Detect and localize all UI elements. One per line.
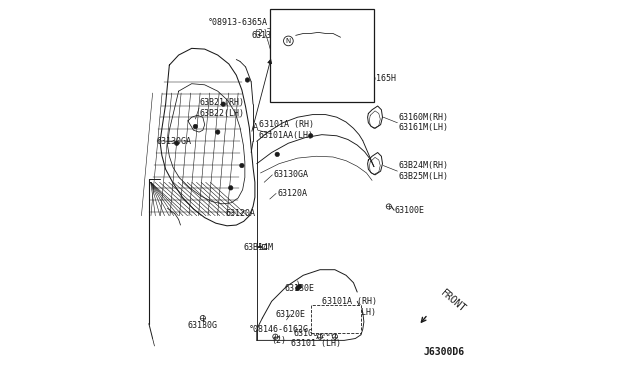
Text: 63120A: 63120A — [225, 209, 255, 218]
Text: 63100(RH)
63101 (LH): 63100(RH) 63101 (LH) — [291, 329, 341, 348]
Text: J6300D6: J6300D6 — [424, 347, 465, 357]
Circle shape — [175, 141, 179, 145]
Text: °08913-6365A
(2): °08913-6365A (2) — [208, 18, 268, 38]
Circle shape — [193, 124, 198, 129]
Text: °08146-6162G
(2): °08146-6162G (2) — [249, 325, 309, 344]
Text: °08146-6165H
(2): °08146-6165H (2) — [337, 74, 397, 93]
Text: 63160M(RH)
63161M(LH): 63160M(RH) 63161M(LH) — [398, 113, 448, 132]
Circle shape — [245, 78, 250, 82]
Circle shape — [228, 186, 233, 190]
Text: VIEW A: VIEW A — [270, 92, 300, 101]
Text: 63101A (RH)
63101AA(LH): 63101A (RH) 63101AA(LH) — [322, 297, 377, 317]
Bar — [310, 305, 361, 333]
Circle shape — [275, 152, 280, 157]
Circle shape — [296, 286, 300, 291]
Text: 63120A: 63120A — [277, 189, 307, 198]
Text: 63101A (RH)
63101AA(LH): 63101A (RH) 63101AA(LH) — [259, 121, 314, 140]
Text: 63130(RH)
6313I(LH): 63130(RH) 6313I(LH) — [289, 33, 333, 52]
Text: N: N — [285, 38, 291, 44]
Text: 63130E: 63130E — [285, 284, 314, 293]
Text: 63B14M: 63B14M — [244, 243, 274, 252]
Text: A: A — [253, 123, 259, 132]
Text: 63B21(RH)
63B22(LH): 63B21(RH) 63B22(LH) — [199, 98, 244, 118]
Text: 63B24M(RH)
63B25M(LH): 63B24M(RH) 63B25M(LH) — [398, 161, 448, 181]
Text: 63120E: 63120E — [275, 310, 305, 319]
Circle shape — [216, 130, 220, 134]
Text: 63100E: 63100E — [394, 206, 424, 215]
Text: FRONT: FRONT — [439, 288, 468, 315]
Text: 63130GA: 63130GA — [273, 170, 308, 179]
Text: 63130G: 63130G — [251, 31, 281, 40]
Text: 63130GA: 63130GA — [156, 137, 191, 146]
Circle shape — [239, 163, 244, 168]
Circle shape — [298, 284, 302, 289]
Text: 63130G: 63130G — [188, 321, 218, 330]
Bar — [270, 9, 374, 102]
Circle shape — [308, 134, 313, 138]
Circle shape — [221, 102, 225, 106]
